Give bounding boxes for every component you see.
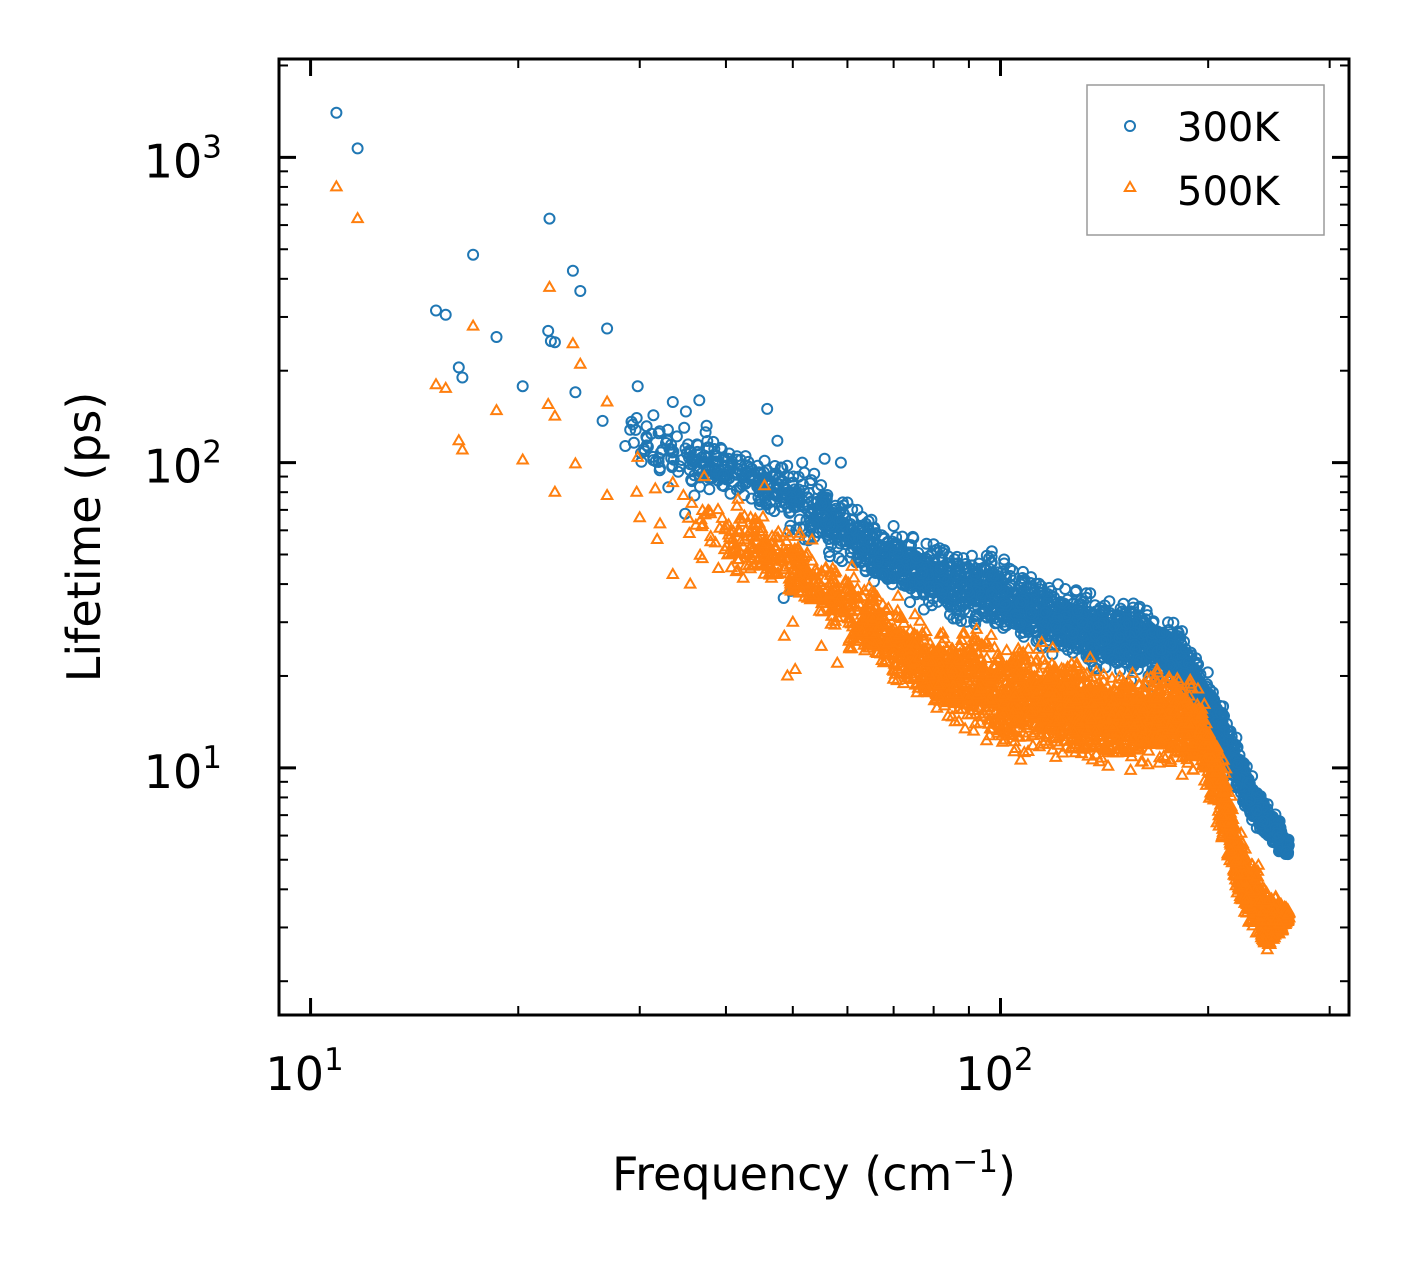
data-point-300k bbox=[456, 371, 469, 384]
data-point-300k bbox=[631, 380, 644, 393]
data-point-300k bbox=[708, 443, 721, 455]
data-point-300k bbox=[666, 396, 679, 408]
data-point-300k bbox=[467, 248, 480, 261]
data-point-300k bbox=[781, 459, 794, 472]
data-point-300k bbox=[931, 582, 944, 595]
data-points-layer bbox=[329, 106, 1296, 955]
data-point-300k bbox=[670, 430, 683, 443]
data-point-300k bbox=[718, 480, 730, 493]
data-point-300k bbox=[596, 414, 609, 427]
data-point-300k bbox=[968, 601, 981, 614]
data-point-300k bbox=[1027, 587, 1040, 600]
data-point-300k bbox=[787, 470, 800, 483]
data-point-300k bbox=[778, 497, 791, 510]
data-point-300k bbox=[638, 443, 650, 455]
data-point-300k bbox=[574, 285, 587, 297]
data-point-300k bbox=[920, 537, 933, 550]
data-point-300k bbox=[771, 434, 784, 447]
data-point-300k bbox=[779, 483, 792, 496]
data-point-300k bbox=[852, 553, 864, 566]
data-point-300k bbox=[653, 425, 666, 438]
data-point-300k bbox=[516, 380, 529, 393]
data-point-300k bbox=[700, 419, 713, 432]
data-point-300k bbox=[1059, 583, 1072, 595]
data-point-300k bbox=[679, 405, 692, 418]
data-point-300k bbox=[818, 452, 831, 465]
data-point-300k bbox=[652, 451, 665, 464]
data-point-300k bbox=[965, 549, 978, 562]
data-point-300k bbox=[761, 402, 774, 415]
data-point-300k bbox=[959, 558, 972, 570]
data-point-300k bbox=[887, 520, 900, 532]
data-point-300k bbox=[1166, 641, 1179, 654]
data-point-300k bbox=[544, 335, 557, 348]
data-point-300k bbox=[1028, 624, 1041, 637]
data-point-300k bbox=[1017, 565, 1029, 578]
data-point-300k bbox=[351, 142, 364, 155]
data-point-300k bbox=[858, 559, 871, 572]
data-point-300k bbox=[699, 426, 712, 439]
data-point-300k bbox=[662, 481, 675, 494]
data-point-300k bbox=[543, 212, 556, 225]
data-point-300k bbox=[998, 557, 1011, 570]
data-point-300k bbox=[439, 308, 452, 321]
data-point-300k bbox=[1066, 646, 1079, 659]
data-point-300k bbox=[730, 468, 743, 481]
data-point-300k bbox=[764, 495, 777, 507]
data-point-300k bbox=[627, 436, 640, 449]
data-point-300k bbox=[1178, 635, 1190, 648]
data-point-300k bbox=[805, 474, 818, 487]
data-point-300k bbox=[942, 550, 955, 563]
data-point-300k bbox=[1201, 666, 1214, 679]
data-point-300k bbox=[707, 435, 720, 448]
data-point-300k bbox=[905, 539, 917, 552]
data-point-300k bbox=[955, 615, 967, 627]
data-point-300k bbox=[698, 449, 711, 462]
data-point-300k bbox=[430, 304, 442, 317]
data-point-300k bbox=[1025, 571, 1037, 584]
data-point-300k bbox=[678, 421, 691, 434]
data-point-300k bbox=[566, 264, 579, 277]
data-point-300k bbox=[703, 483, 716, 496]
data-point-300k bbox=[724, 487, 737, 500]
data-point-300k bbox=[1162, 616, 1174, 629]
data-point-300k bbox=[936, 583, 949, 596]
data-point-300k bbox=[904, 596, 916, 609]
data-point-300k bbox=[452, 361, 465, 374]
data-point-300k bbox=[798, 466, 811, 479]
data-point-300k bbox=[490, 331, 503, 343]
data-point-300k bbox=[647, 409, 660, 422]
data-point-300k bbox=[673, 460, 686, 473]
data-point-300k bbox=[330, 106, 343, 119]
data-point-300k bbox=[693, 394, 706, 407]
data-point-300k bbox=[601, 322, 614, 335]
data-point-300k bbox=[951, 550, 963, 563]
data-point-300k bbox=[786, 496, 799, 509]
data-point-300k bbox=[947, 612, 960, 625]
data-point-300k bbox=[701, 435, 714, 447]
data-point-300k bbox=[995, 580, 1008, 593]
data-point-300k bbox=[1127, 597, 1140, 610]
data-point-300k bbox=[834, 456, 847, 469]
data-point-300k bbox=[983, 552, 996, 565]
data-point-300k bbox=[831, 540, 844, 553]
data-point-300k bbox=[1041, 588, 1054, 600]
data-point-300k bbox=[1016, 572, 1029, 584]
data-point-300k bbox=[807, 518, 820, 530]
data-point-300k bbox=[925, 599, 938, 612]
data-point-300k bbox=[569, 386, 582, 399]
data-point-300k bbox=[823, 550, 836, 563]
data-point-300k bbox=[969, 618, 982, 631]
data-point-300k bbox=[985, 545, 998, 558]
